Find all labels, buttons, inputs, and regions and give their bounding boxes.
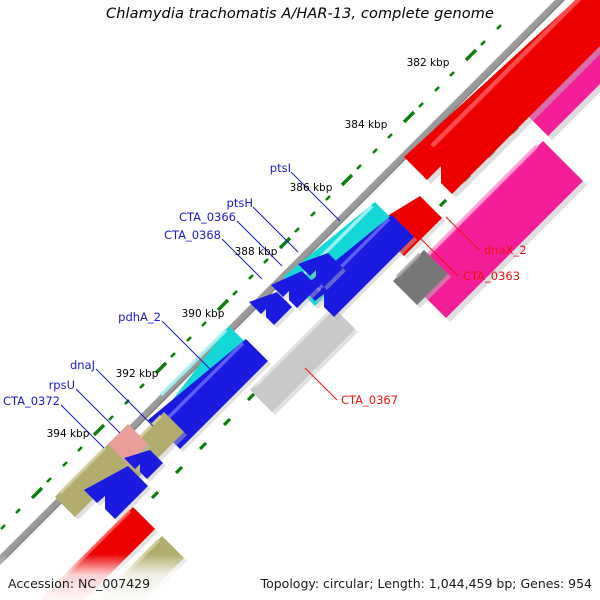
leader-ptsH: [252, 206, 299, 253]
leader-dnaJ: [95, 368, 154, 427]
gene-label-dnaJ: dnaJ: [70, 358, 95, 372]
leader-CTA_0366: [236, 220, 283, 267]
leader-pdhA_2: [161, 320, 211, 370]
gene-label-CTA_0372: CTA_0372: [3, 394, 60, 408]
label-leader-lines: [60, 171, 480, 449]
feature-CTA_0368[interactable]: [271, 271, 321, 311]
status-bar: Accession: NC_007429 Topology: circular;…: [0, 566, 600, 600]
feature-red-stub[interactable]: [371, 196, 445, 259]
gene-label-CTA_0368: CTA_0368: [164, 228, 221, 242]
feature-CTA_0367[interactable]: [250, 307, 358, 415]
ruler-tick-label: 382 kbp: [407, 57, 450, 69]
leader-CTA_0368: [221, 238, 263, 280]
ruler-tick-label: 388 kbp: [235, 246, 278, 258]
leader-dnaX_2: [445, 216, 480, 251]
feature-CTA_0366[interactable]: [298, 253, 346, 290]
ruler-tick-label: 394 kbp: [47, 428, 90, 440]
topology-label: Topology: circular; Length: 1,044,459 bp…: [260, 576, 592, 591]
gene-label-rpsU: rpsU: [49, 378, 75, 392]
gene-label-CTA_0367: CTA_0367: [341, 393, 398, 407]
feature-blue-small-lower[interactable]: [124, 450, 166, 482]
gene-labels[interactable]: ptsI ptsH CTA_0366 CTA_0368 pdhA_2 dnaJ …: [3, 161, 527, 408]
feature-red-upper[interactable]: [404, 0, 600, 198]
feature-CTA_0372[interactable]: [55, 444, 131, 520]
gene-label-ptsH: ptsH: [227, 196, 253, 210]
ruler-tick-label: 386 kbp: [290, 182, 333, 194]
ruler-tick-labels: 382 kbp 384 kbp 386 kbp 388 kbp 390 kbp …: [47, 57, 450, 440]
gene-label-CTA_0363: CTA_0363: [463, 269, 520, 283]
accession-label: Accession: NC_007429: [8, 576, 151, 591]
feature-blue-bottomleft[interactable]: [84, 466, 151, 522]
ruler-tick-label: 390 kbp: [182, 308, 225, 320]
gene-label-CTA_0366: CTA_0366: [179, 210, 236, 224]
leader-rpsU: [75, 388, 121, 434]
feature-CTA_0363[interactable]: [393, 250, 451, 308]
ruler-tick-label: 384 kbp: [345, 119, 388, 131]
gene-label-ptsI: ptsI: [270, 161, 291, 175]
leader-ptsI: [290, 171, 341, 222]
feature-dnaJ[interactable]: [148, 339, 271, 452]
feature-dnaX_2[interactable]: [406, 141, 587, 322]
ruler-tick-label: 392 kbp: [116, 368, 159, 380]
leader-CTA_0367: [304, 367, 338, 401]
gene-label-pdhA_2: pdhA_2: [118, 310, 161, 324]
gene-label-dnaX_2: dnaX_2: [484, 243, 527, 257]
leader-CTA_0363: [414, 232, 459, 277]
leader-CTA_0372: [60, 404, 105, 449]
feature-blue-small-extra[interactable]: [249, 292, 295, 328]
